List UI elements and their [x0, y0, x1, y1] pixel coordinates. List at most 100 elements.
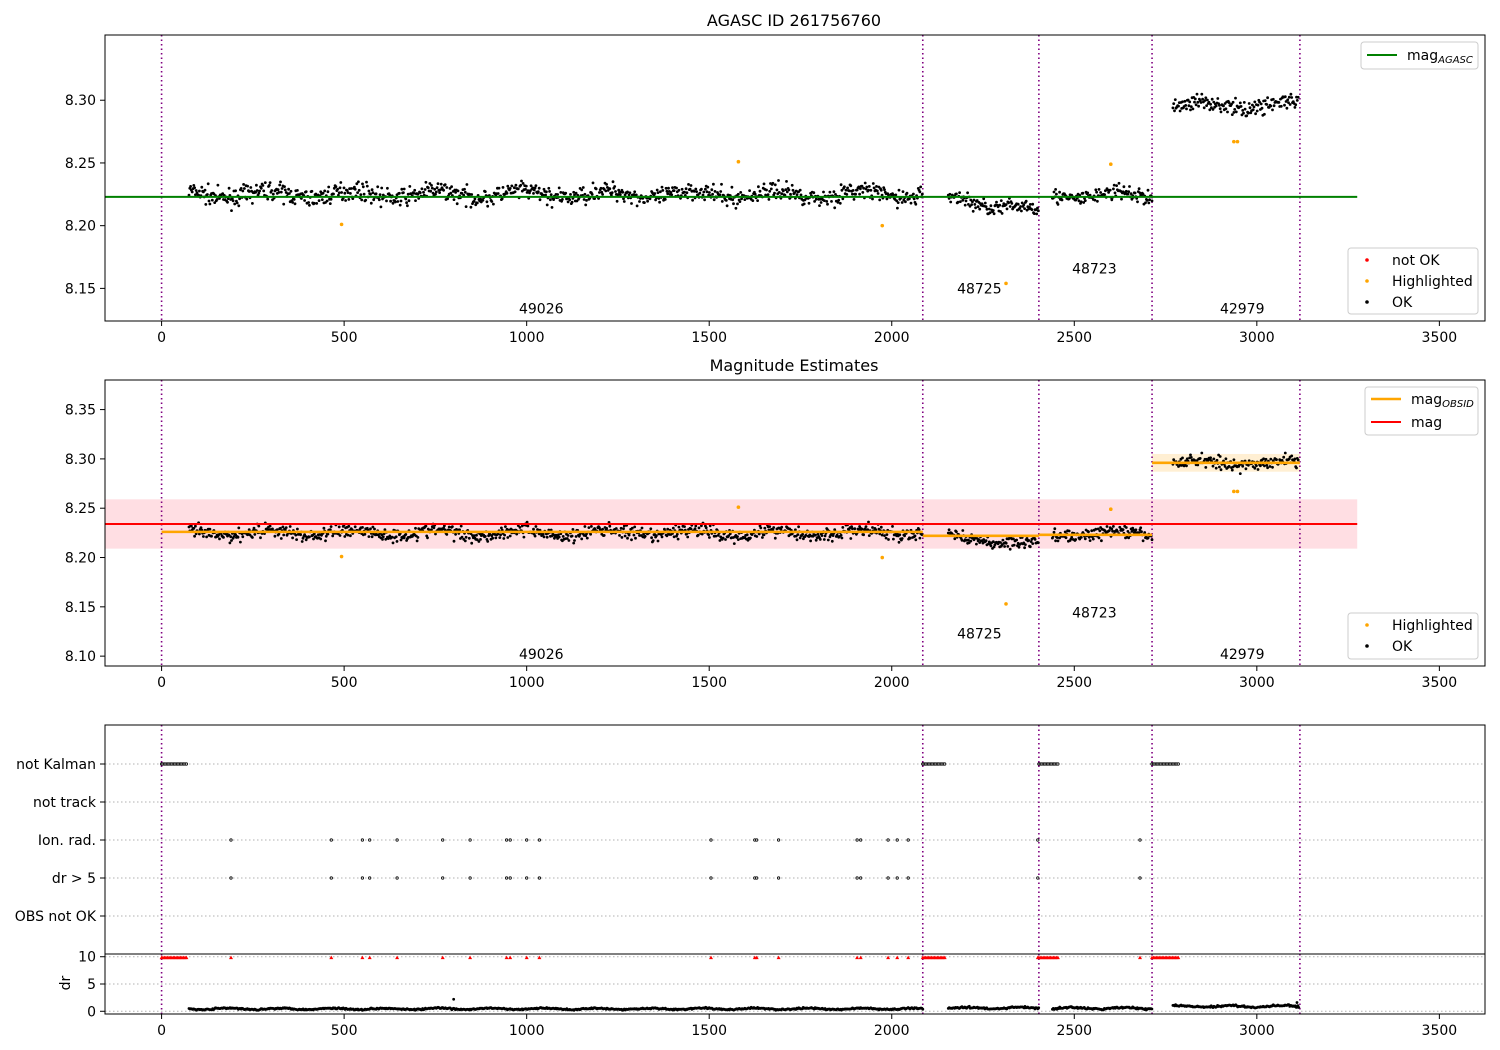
p1-ok-point: [288, 192, 291, 195]
p1-ok-point: [1209, 102, 1212, 106]
p1-ok-point: [992, 212, 996, 216]
p1-ok-point: [720, 200, 724, 203]
p1-ok-point: [1145, 199, 1149, 202]
p2-ok-point: [1023, 546, 1026, 550]
p2-ok-point: [1296, 458, 1300, 462]
p1-ok-point: [719, 190, 723, 193]
p1-ok-point: [999, 210, 1002, 213]
p1-ok-point: [204, 203, 208, 206]
p1-ok-point: [633, 190, 637, 194]
p1-ok-point: [1093, 198, 1097, 202]
p1-ok-point: [381, 197, 384, 201]
p2-ok-point: [430, 528, 433, 531]
p2-legend-bottom-box: [1347, 612, 1479, 660]
p3-row-label: not Kalman: [16, 757, 96, 773]
p1-ok-point: [672, 189, 676, 193]
p1-ok-point: [1203, 99, 1207, 102]
p2-ok-point: [714, 534, 718, 538]
p2-ok-point: [605, 526, 608, 530]
p2-ok-point: [399, 538, 403, 542]
p4-clipped-marker: [895, 955, 900, 960]
p1-ok-point: [496, 192, 500, 195]
p4-dr-point: [921, 1007, 925, 1011]
p1-ok-point: [351, 197, 355, 201]
p1-ok-point: [238, 197, 242, 201]
p1-ok-point: [1224, 107, 1228, 111]
p2-ok-point: [759, 526, 763, 530]
p1-ok-point: [802, 202, 806, 206]
p1-ok-point: [787, 188, 791, 192]
p1-ok-point: [860, 184, 864, 188]
p2-ok-point: [1185, 457, 1189, 461]
p1-ok-point: [849, 184, 853, 188]
p1-ok-point: [564, 191, 568, 195]
p1-ok-point: [340, 191, 343, 194]
p1-ok-point: [1147, 201, 1151, 205]
p1-obsid-label: 48725: [957, 281, 1002, 297]
p4-clipped-marker: [942, 955, 947, 960]
p2-ok-point: [977, 538, 981, 541]
p2-xtick-label: 2000: [874, 675, 910, 691]
p2-ok-point: [761, 536, 764, 539]
p1-ok-point: [883, 188, 886, 192]
p2-ok-point: [1064, 536, 1068, 540]
p2-ok-point: [277, 532, 281, 536]
p1-ok-point: [972, 198, 976, 202]
p1-ok-point: [626, 190, 629, 194]
p2-legend-marker: [1365, 644, 1369, 648]
p2-ok-point: [1266, 466, 1269, 470]
panel-4-ylabel: dr: [58, 975, 74, 990]
p1-ok-point: [533, 186, 537, 190]
p2-ok-point: [640, 526, 644, 530]
p1-legend-bottom-box: [1347, 247, 1479, 315]
p1-ok-point: [613, 185, 617, 188]
p1-ok-point: [279, 190, 283, 194]
p4-dr-outlier: [1295, 1001, 1299, 1004]
p1-ok-point: [486, 204, 490, 208]
p1-ok-point: [712, 198, 716, 202]
p2-ok-point: [727, 534, 731, 537]
p1-ok-point: [1055, 192, 1058, 196]
p3-flag-marker: [441, 838, 445, 842]
p1-ok-point: [227, 186, 231, 190]
p1-ok-point: [1216, 97, 1220, 100]
p1-ok-point: [1277, 101, 1281, 104]
p1-ok-point: [1112, 187, 1115, 191]
p1-ok-point: [1031, 202, 1035, 206]
p1-ytick-label: 8.25: [65, 156, 96, 172]
p1-ok-point: [1191, 107, 1195, 111]
p2-ok-point: [1055, 536, 1059, 539]
p1-ok-point: [1097, 188, 1101, 191]
p1-ok-point: [1020, 209, 1023, 213]
p1-ok-point: [1005, 207, 1009, 211]
p1-ok-point: [406, 192, 410, 196]
p1-ok-point: [585, 199, 588, 202]
p1-ok-point: [422, 190, 425, 194]
p1-ok-point: [500, 197, 504, 201]
p1-ok-point: [329, 197, 333, 201]
p2-ok-point: [835, 533, 839, 537]
p2-ok-point: [520, 524, 524, 528]
p2-ok-point: [982, 538, 986, 541]
p2-ok-point: [898, 533, 902, 537]
p1-ok-point: [431, 191, 435, 195]
p1-ok-point: [1082, 201, 1086, 204]
p1-ok-point: [1083, 199, 1087, 203]
p2-ok-point: [279, 537, 283, 540]
p1-ok-point: [876, 192, 880, 195]
p2-ok-point: [1105, 525, 1109, 528]
p3-flag-marker: [360, 838, 364, 842]
p2-ok-point: [831, 534, 835, 537]
p2-ok-point: [391, 541, 395, 545]
p2-ok-point: [1238, 472, 1242, 475]
p1-ok-point: [334, 185, 338, 189]
p2-ok-point: [1008, 547, 1012, 551]
p1-ok-point: [267, 184, 271, 187]
p3-flag-marker: [1036, 876, 1040, 880]
p1-ok-point: [247, 190, 251, 193]
p2-legend-marker: [1365, 623, 1369, 627]
p2-ok-point: [193, 534, 197, 538]
p2-ok-point: [324, 534, 328, 538]
p2-ok-point: [580, 537, 584, 541]
p1-ok-point: [245, 197, 249, 201]
